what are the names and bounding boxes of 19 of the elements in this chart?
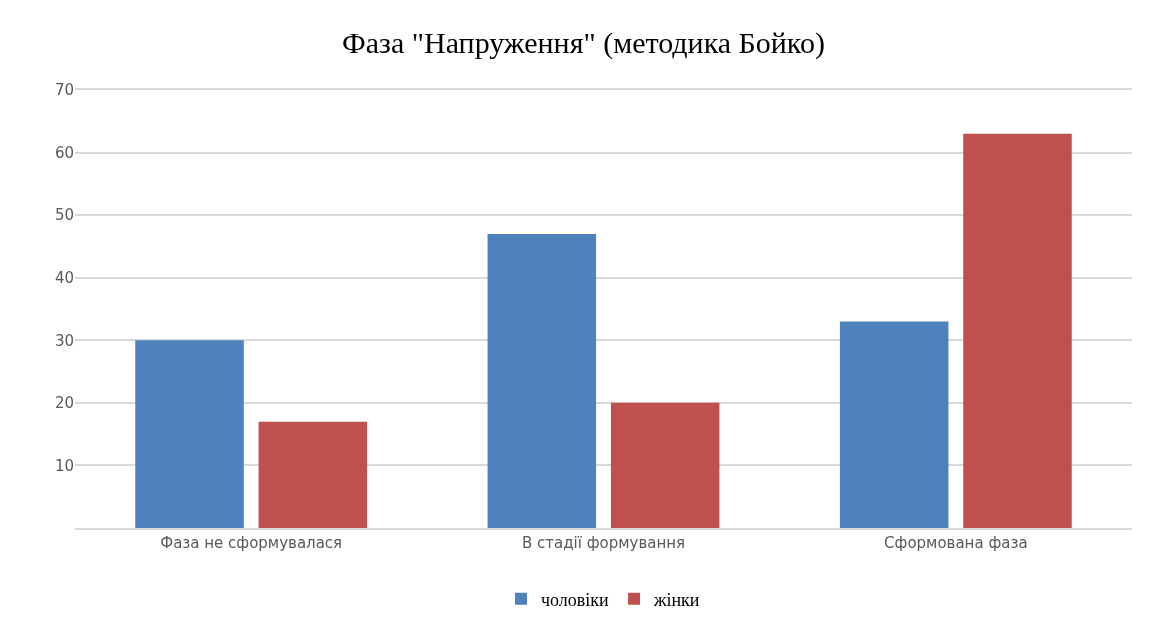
bar xyxy=(610,402,720,528)
y-tick-label: 70 xyxy=(54,81,74,100)
y-tick-label: 30 xyxy=(54,331,74,350)
bar xyxy=(258,421,368,528)
bar xyxy=(135,340,244,528)
x-tick-label: Сформована фаза xyxy=(884,533,1028,552)
bar xyxy=(839,321,949,528)
y-tick-label: 50 xyxy=(54,206,74,225)
x-tick-label: Фаза не сформувалася xyxy=(160,533,343,552)
chart-title: Фаза "Напруження" (методика Бойко) xyxy=(342,25,825,60)
legend-label: жінки xyxy=(653,589,700,610)
y-tick-label: 10 xyxy=(54,456,74,475)
x-tick-label: В стадії формування xyxy=(521,533,686,552)
y-tick-label: 60 xyxy=(54,143,74,162)
y-tick-label: 20 xyxy=(54,394,74,413)
bar xyxy=(487,233,597,528)
bar xyxy=(963,133,1072,528)
legend-label: чоловіки xyxy=(541,589,610,610)
y-tick-label: 40 xyxy=(54,268,74,287)
